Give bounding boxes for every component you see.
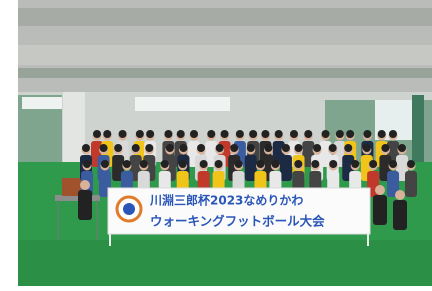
person-hair — [114, 144, 122, 152]
window — [22, 97, 62, 109]
person-hair — [215, 160, 223, 168]
person-head — [80, 180, 90, 190]
person-hair — [311, 160, 319, 168]
person-hair — [282, 144, 290, 152]
person-hair — [197, 144, 205, 152]
person-body — [78, 190, 92, 220]
person-hair — [177, 130, 185, 138]
person-hair — [236, 130, 244, 138]
person-hair — [275, 130, 283, 138]
person-hair — [256, 160, 264, 168]
person-hair — [83, 160, 91, 168]
person-hair — [261, 130, 269, 138]
person-hair — [140, 160, 148, 168]
person-hair — [271, 160, 279, 168]
beam — [18, 8, 432, 26]
beam — [18, 45, 432, 65]
person-hair — [93, 130, 101, 138]
banner-line-2: ウォーキングフットボール大会 — [150, 214, 325, 229]
person-hair — [378, 130, 386, 138]
person-hair — [329, 160, 337, 168]
person-hair — [336, 130, 344, 138]
window — [135, 97, 230, 111]
person-hair — [119, 130, 127, 138]
person-hair — [235, 160, 243, 168]
person-hair — [407, 160, 415, 168]
person-hair — [363, 130, 371, 138]
person-hair — [190, 130, 198, 138]
person-hair — [363, 144, 371, 152]
turf — [18, 240, 432, 286]
person-hair — [216, 144, 224, 152]
person-hair — [264, 144, 272, 152]
person-hair — [179, 144, 187, 152]
photo: 川淵三郎杯2023なめりかわ ウォーキングフットボール大会 — [0, 0, 432, 291]
banner-line-1: 川淵三郎杯2023なめりかわ — [149, 193, 303, 208]
person-hair — [389, 130, 397, 138]
person-head — [395, 190, 405, 200]
person-hair — [290, 130, 298, 138]
person-hair — [100, 144, 108, 152]
person-hair — [346, 130, 354, 138]
person-hair — [329, 144, 337, 152]
person-hair — [164, 130, 172, 138]
pillar — [412, 95, 424, 165]
person-hair — [313, 144, 321, 152]
person-hair — [207, 130, 215, 138]
person-body — [280, 155, 292, 181]
person-hair — [146, 130, 154, 138]
person-hair — [294, 160, 302, 168]
logo — [123, 203, 135, 215]
person-hair — [123, 160, 131, 168]
person-hair — [103, 130, 111, 138]
person-hair — [344, 144, 352, 152]
person-body — [393, 200, 407, 230]
person-hair — [101, 160, 109, 168]
person-hair — [381, 144, 389, 152]
person-hair — [322, 130, 330, 138]
person-hair — [161, 160, 169, 168]
person-hair — [221, 130, 229, 138]
person-hair — [132, 144, 140, 152]
person-hair — [145, 144, 153, 152]
person-head — [375, 185, 385, 195]
beam — [18, 68, 432, 78]
person-hair — [249, 130, 257, 138]
page: 川淵三郎杯2023なめりかわ ウォーキングフットボール大会 (() => { c… — [0, 0, 432, 291]
person-hair — [295, 144, 303, 152]
person-hair — [304, 130, 312, 138]
person-hair — [136, 130, 144, 138]
person-hair — [351, 160, 359, 168]
person-hair — [398, 144, 406, 152]
person-hair — [179, 160, 187, 168]
person-hair — [166, 144, 174, 152]
person-body — [373, 195, 387, 225]
person-hair — [230, 144, 238, 152]
person-hair — [247, 144, 255, 152]
person-hair — [369, 160, 377, 168]
person-hair — [82, 144, 90, 152]
person-hair — [389, 160, 397, 168]
person-hair — [200, 160, 208, 168]
person-body — [405, 171, 417, 197]
